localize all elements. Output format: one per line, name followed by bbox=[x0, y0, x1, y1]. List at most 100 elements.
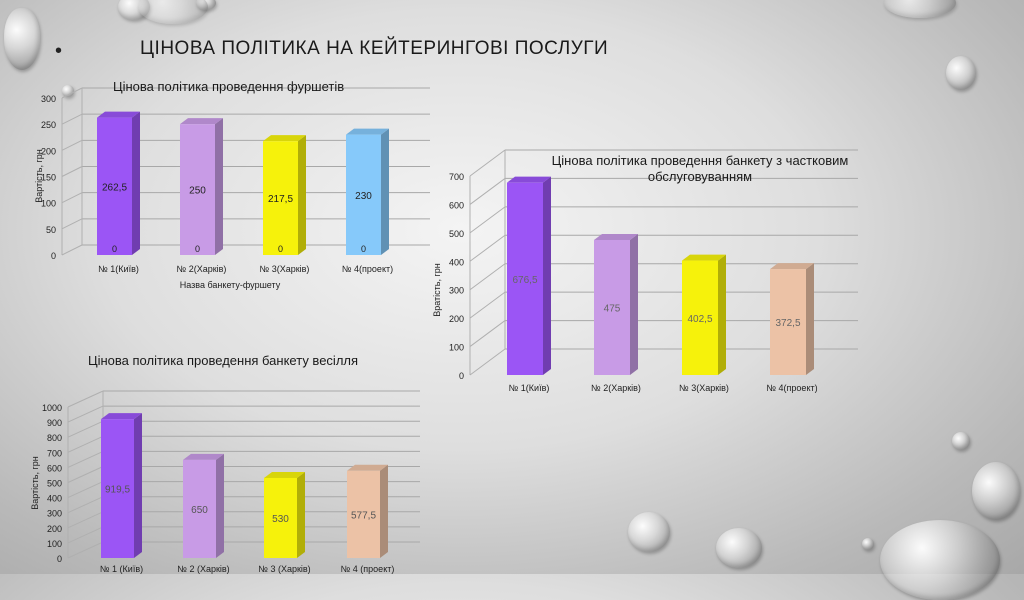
bar bbox=[97, 117, 132, 255]
bar bbox=[347, 470, 380, 558]
bar bbox=[682, 260, 718, 375]
x-axis-label: Назва банкету-фуршету bbox=[180, 280, 281, 290]
slide-title: ЦІНОВА ПОЛІТИКА НА КЕЙТЕРИНГОВІ ПОСЛУГИ bbox=[140, 38, 609, 59]
gridline bbox=[61, 113, 83, 125]
gridline bbox=[469, 149, 506, 177]
bar-side bbox=[215, 118, 223, 256]
bar-side bbox=[132, 111, 140, 255]
y-tick-label: 100 bbox=[41, 199, 56, 209]
bar bbox=[346, 134, 381, 255]
y-axis-label: Вартість, грн bbox=[34, 149, 44, 203]
x-tick-label: № 4(проект) bbox=[766, 383, 817, 393]
y-tick-label: 600 bbox=[449, 200, 464, 210]
bar bbox=[594, 239, 630, 375]
water-drop-decoration bbox=[972, 462, 1020, 520]
y-tick-label: 600 bbox=[47, 463, 62, 473]
y-tick-label: 250 bbox=[41, 120, 56, 130]
data-label: 402,5 bbox=[687, 314, 712, 325]
y-tick-label: 200 bbox=[41, 146, 56, 156]
gridline bbox=[67, 466, 104, 483]
data-label: 372,5 bbox=[775, 318, 800, 329]
water-drop-decoration bbox=[628, 512, 670, 552]
bar bbox=[264, 477, 297, 558]
data-label: 650 bbox=[191, 505, 208, 516]
bar-side bbox=[630, 233, 638, 375]
y-tick-label: 50 bbox=[46, 225, 56, 235]
gridline bbox=[469, 291, 506, 319]
gridline bbox=[67, 481, 104, 499]
gridline bbox=[61, 192, 83, 204]
bar-top bbox=[770, 263, 814, 270]
chart-title: Цінова політика проведення банкету з час… bbox=[552, 153, 849, 168]
x-tick-label: № 3(Харків) bbox=[260, 264, 310, 274]
gridline bbox=[469, 178, 506, 205]
bar-top bbox=[97, 111, 140, 118]
bar-top bbox=[347, 464, 388, 471]
bar-side bbox=[806, 263, 814, 375]
gridline bbox=[61, 87, 83, 99]
bar bbox=[183, 459, 216, 558]
bar-side bbox=[718, 254, 726, 375]
y-tick-label: 300 bbox=[41, 94, 56, 104]
gridline bbox=[61, 139, 83, 151]
bar bbox=[770, 269, 806, 375]
bar-top bbox=[594, 233, 638, 240]
y-tick-label: 900 bbox=[47, 418, 62, 428]
y-tick-label: 100 bbox=[47, 539, 62, 549]
gridline bbox=[67, 405, 104, 423]
bar-top bbox=[682, 254, 726, 261]
bar bbox=[101, 419, 134, 558]
x-tick-label: № 4(проект) bbox=[342, 264, 393, 274]
base-label: 0 bbox=[195, 244, 200, 254]
y-tick-label: 0 bbox=[57, 554, 62, 564]
bar-top bbox=[101, 413, 142, 420]
bar-side bbox=[380, 464, 388, 558]
data-label: 577,5 bbox=[351, 510, 376, 521]
gridline bbox=[67, 450, 104, 468]
y-axis-label: Вартість, грн bbox=[30, 456, 40, 510]
bar-side bbox=[216, 453, 224, 558]
y-tick-label: 700 bbox=[47, 448, 62, 458]
water-drop-decoration bbox=[4, 8, 40, 70]
water-drop-decoration bbox=[862, 538, 874, 550]
y-axis-label: Вратість, грн bbox=[432, 263, 442, 317]
x-tick-label: № 3(Харків) bbox=[679, 383, 729, 393]
gridline bbox=[61, 218, 83, 230]
bar-top bbox=[507, 176, 551, 183]
gridline bbox=[67, 526, 104, 544]
x-tick-label: № 1 (Київ) bbox=[100, 564, 143, 574]
x-tick-label: № 1(Київ) bbox=[98, 264, 139, 274]
water-drop-decoration bbox=[946, 56, 976, 90]
gridline bbox=[469, 234, 506, 262]
gridline bbox=[67, 435, 104, 453]
water-drop-decoration bbox=[884, 0, 956, 18]
gridline bbox=[469, 320, 506, 347]
gridline bbox=[61, 166, 83, 177]
bar-side bbox=[381, 128, 389, 255]
data-label: 262,5 bbox=[102, 182, 127, 193]
base-label: 0 bbox=[112, 244, 117, 254]
water-drop-decoration bbox=[952, 432, 970, 450]
charts-canvas: 0 50 100 150 200 250 300 Цінова політика провед… bbox=[30, 79, 858, 574]
y-tick-label: 300 bbox=[449, 286, 464, 296]
y-tick-label: 1000 bbox=[42, 403, 62, 413]
bar-top bbox=[180, 118, 223, 125]
x-tick-label: № 2 (Харків) bbox=[177, 564, 229, 574]
data-label: 475 bbox=[604, 303, 621, 314]
y-tick-label: 400 bbox=[449, 257, 464, 267]
base-label: 0 bbox=[278, 244, 283, 254]
bar-top bbox=[183, 453, 224, 460]
gridline bbox=[469, 263, 506, 291]
bar-side bbox=[543, 176, 551, 375]
bar-top bbox=[263, 135, 306, 142]
y-tick-label: 0 bbox=[51, 251, 56, 261]
bar-top bbox=[346, 128, 389, 135]
x-tick-label: № 4 (проект) bbox=[341, 564, 395, 574]
base-label: 0 bbox=[361, 244, 366, 254]
gridline bbox=[469, 206, 506, 234]
data-label: 250 bbox=[189, 186, 206, 197]
y-tick-label: 200 bbox=[47, 524, 62, 534]
gridline bbox=[67, 496, 104, 514]
bar bbox=[263, 141, 298, 255]
data-label: 217,5 bbox=[268, 194, 293, 205]
